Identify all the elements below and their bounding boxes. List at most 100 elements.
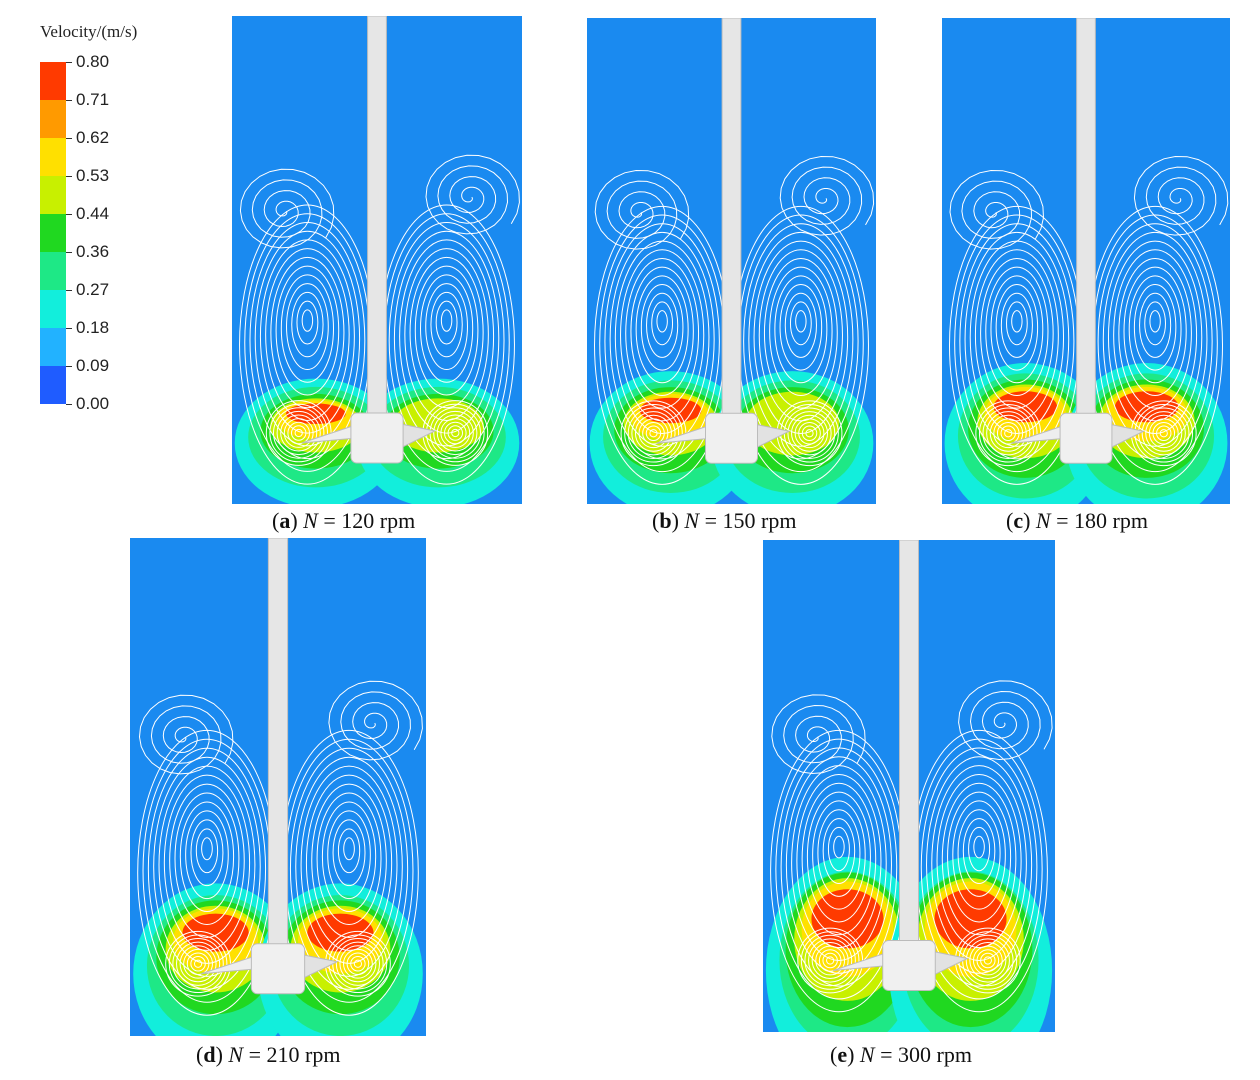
legend-tick	[66, 252, 72, 253]
streamline-loop	[962, 818, 996, 885]
impeller-shaft	[267, 538, 289, 985]
impeller-vortex-ring	[983, 956, 992, 965]
legend-tick-label: 0.44	[76, 204, 110, 223]
impeller-vortex-ring	[1159, 429, 1168, 438]
impeller-hub	[882, 940, 936, 991]
streamline-loop	[931, 765, 1027, 961]
impeller-vortex-ring	[649, 429, 658, 438]
impeller-vortex-ring	[175, 941, 221, 986]
streamline-loop	[1113, 249, 1198, 422]
impeller-vortex-ring	[290, 425, 307, 441]
flow-field-panel-d	[130, 538, 426, 1036]
streamline-loop	[301, 309, 314, 332]
vortex-spiral	[1133, 155, 1229, 236]
vortex-spiral	[425, 154, 520, 235]
streamline-loop	[743, 223, 859, 460]
streamline-loop	[174, 792, 240, 925]
impeller-vortex-ring	[272, 407, 325, 459]
streamline-loop	[985, 266, 1049, 396]
streamline-loop	[425, 283, 468, 371]
impeller-vortex-ring	[808, 938, 853, 983]
impeller-vortex-ring	[818, 949, 842, 972]
streamline-loop	[1139, 292, 1172, 358]
impeller-vortex-ring	[451, 428, 460, 438]
streamline-loop	[968, 826, 991, 872]
impeller-shaft	[1076, 18, 1096, 454]
impeller-vortex-ring	[631, 411, 676, 456]
streamline-loop	[316, 792, 382, 925]
streamline-loop	[796, 773, 882, 949]
impeller-vortex-ring	[624, 403, 683, 463]
streamline-loop	[190, 819, 224, 887]
impeller-vortex-ring	[447, 425, 464, 441]
legend-title: Velocity/(m/s)	[40, 22, 138, 41]
legend-swatch	[40, 138, 66, 176]
streamline-loop	[957, 809, 1001, 897]
impeller-vortex-ring	[440, 418, 471, 448]
impeller-hub	[250, 943, 306, 995]
streamline-loop	[1000, 292, 1033, 358]
legend-swatch	[40, 252, 66, 290]
streamline-loop	[980, 257, 1054, 409]
impeller-vortex-ring	[1156, 425, 1172, 441]
caption-e: (e) N = 300 rpm	[830, 1042, 972, 1067]
legend-tick	[66, 290, 72, 291]
impeller-vortex-ring	[172, 938, 224, 990]
impeller-vortex-ring	[1004, 429, 1013, 438]
legend-tick-label: 0.27	[76, 280, 110, 299]
streamline-loop	[952, 800, 1006, 910]
impeller-vortex-ring	[346, 952, 370, 976]
streamline-loop	[758, 249, 843, 422]
caption-b: (b) N = 150 rpm	[652, 508, 797, 533]
vortex-spiral	[779, 155, 875, 236]
legend-tick	[66, 62, 72, 63]
streamline-loop	[404, 248, 489, 421]
impeller-vortex-ring	[791, 414, 829, 452]
streamline-loop	[254, 230, 361, 447]
impeller-vortex-ring	[339, 945, 377, 983]
streamline-loop	[936, 773, 1022, 949]
streamline-loop	[1133, 284, 1177, 371]
streamline-loop	[1107, 240, 1203, 435]
legend-swatch	[40, 100, 66, 138]
vortex-spiral	[594, 169, 690, 250]
impeller-vortex-ring	[283, 418, 314, 448]
streamline-loop	[295, 756, 403, 977]
streamline-loop	[635, 275, 689, 384]
impeller-vortex-ring	[805, 429, 814, 438]
impeller-vortex-ring	[798, 421, 821, 445]
streamline-loop	[789, 301, 812, 346]
streamline-loop	[311, 783, 387, 938]
impeller-vortex-ring	[444, 421, 467, 445]
streamline-loop	[332, 819, 366, 887]
flow-field-panel-e	[763, 540, 1055, 1032]
streamline-loop	[817, 809, 861, 897]
impeller-vortex-ring	[642, 421, 665, 445]
legend-swatch	[40, 328, 66, 366]
vortex-spiral	[949, 169, 1045, 250]
streamline-loop	[827, 826, 850, 872]
velocity-contour-b	[587, 18, 876, 504]
velocity-contour-c	[942, 18, 1230, 504]
streamline-loop	[321, 801, 377, 913]
impeller-vortex-ring	[294, 428, 303, 438]
impeller-vortex-ring	[335, 941, 381, 986]
impeller-vortex-ring	[1152, 421, 1176, 445]
streamline-loop	[296, 300, 319, 345]
legend-tick	[66, 366, 72, 367]
caption-c: (c) N = 180 rpm	[1006, 508, 1148, 533]
streamline-loop	[753, 240, 849, 435]
streamline-loop	[1123, 266, 1187, 396]
streamline-loop	[195, 828, 219, 874]
streamline-loop	[1102, 231, 1208, 447]
streamline-loop	[640, 284, 684, 371]
vortex-spiral	[239, 168, 335, 249]
impeller-hub	[1059, 412, 1113, 464]
impeller-vortex-ring	[436, 414, 474, 452]
impeller-vortex-ring	[993, 418, 1024, 449]
legend-tick-label: 0.71	[76, 90, 110, 109]
velocity-legend: Velocity/(m/s) 0.80 0.71 0.62 0.53 0.44 …	[30, 18, 170, 418]
impeller-vortex-ring	[978, 403, 1038, 463]
impeller-vortex-ring	[801, 425, 818, 441]
impeller-vortex-ring	[634, 414, 672, 452]
